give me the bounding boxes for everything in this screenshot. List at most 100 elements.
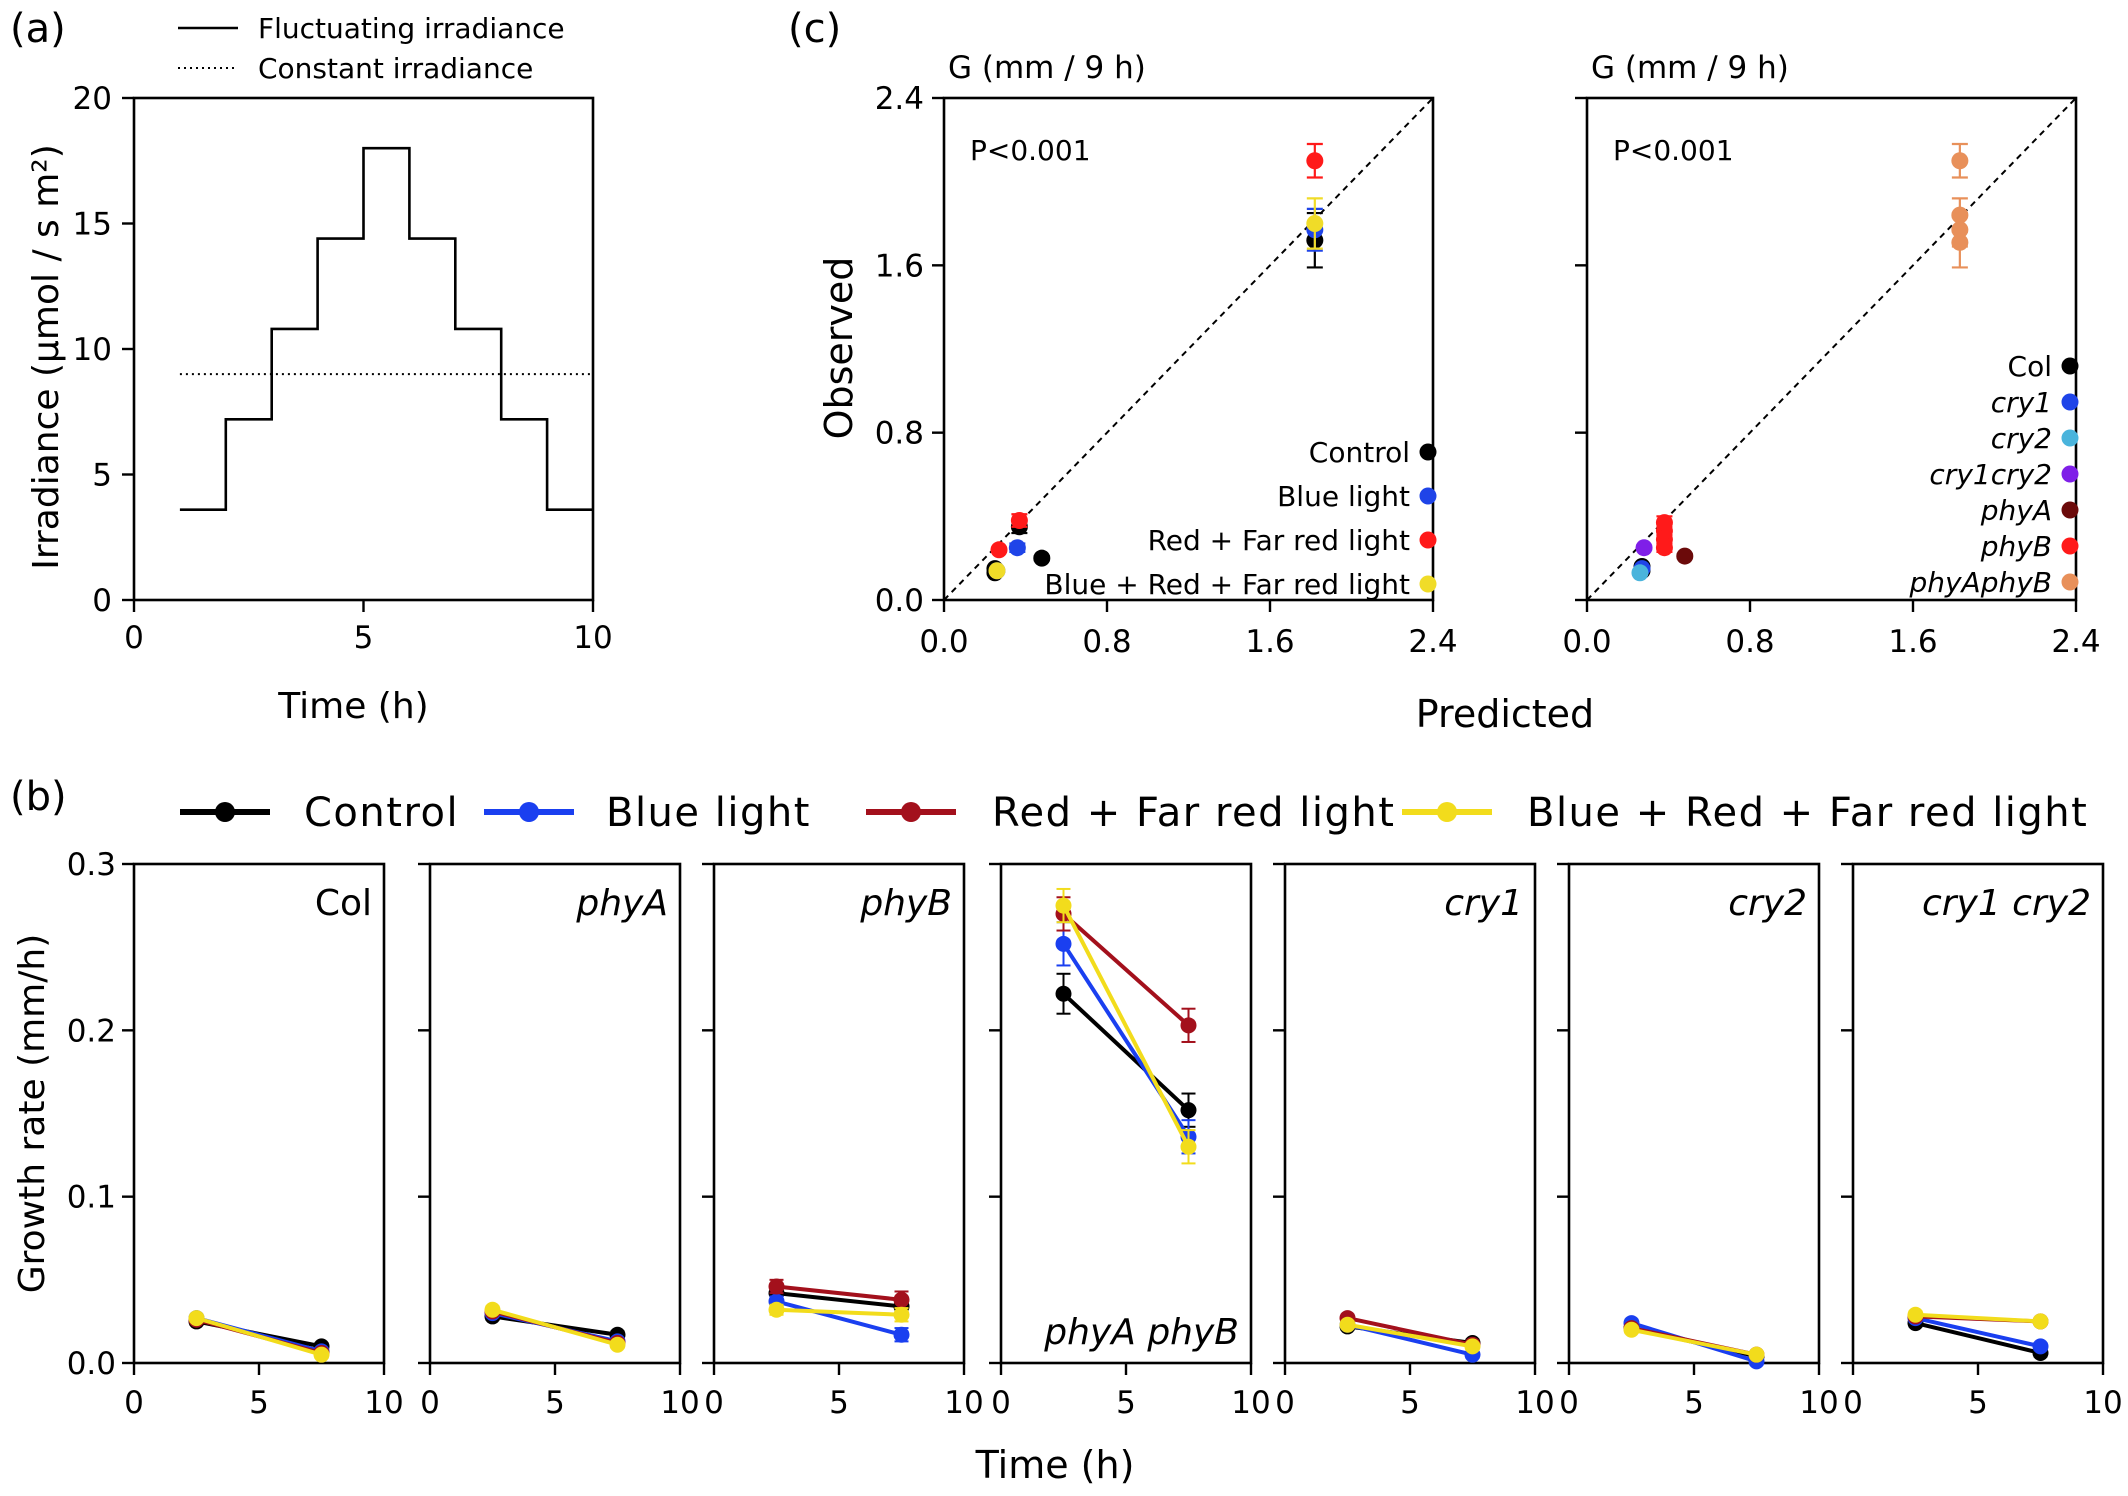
legend-marker — [2061, 465, 2079, 483]
data-point — [768, 1301, 785, 1318]
legend-label: Control — [1309, 436, 1410, 469]
data-point — [1748, 1346, 1765, 1363]
panel-a: 0 5 10 0 5 10 15 20 Time (h) Irradiance (µmol / s… — [26, 12, 613, 727]
subplot-title: phyB — [859, 883, 952, 924]
legend-marker — [2061, 357, 2079, 375]
x-tick-label: 10 — [364, 1385, 403, 1421]
data-point — [1306, 215, 1324, 232]
y-tick-label: 0 — [92, 583, 112, 619]
legend-marker — [1419, 443, 1437, 461]
identity-line — [943, 97, 1434, 601]
legend: Control Blue light Red + Far red light Blue… — [1044, 436, 1437, 601]
data-point — [1055, 935, 1072, 952]
x-tick-label: 10 — [2083, 1385, 2122, 1421]
panel-label-b: (b) — [10, 774, 67, 820]
subplot-title: cry1 — [1444, 883, 1523, 924]
plot-frame — [132, 862, 386, 1365]
x-axis-label: Predicted — [1416, 692, 1594, 736]
series-line — [776, 1284, 902, 1302]
x-tick-label: 0 — [991, 1385, 1011, 1421]
legend-label: Blue light — [606, 790, 811, 836]
data-point — [313, 1346, 330, 1363]
legend-label: Blue light — [1277, 480, 1410, 513]
series-line — [1062, 912, 1190, 1027]
data-point — [1623, 1321, 1640, 1338]
y-tick-label: 0.2 — [67, 1013, 116, 1049]
x-tick-label: 0.8 — [1082, 624, 1131, 660]
series-line — [775, 1299, 903, 1337]
x-tick-label: 10 — [573, 620, 612, 656]
p-value-annotation: P<0.001 — [970, 134, 1091, 167]
y-tick-label: 0.0 — [67, 1346, 116, 1382]
legend-label: cry2 — [1991, 422, 2052, 455]
y-tick-label: 10 — [73, 332, 112, 368]
data-point — [990, 541, 1008, 559]
legend-marker — [901, 802, 921, 822]
plot-frame — [999, 862, 1253, 1365]
x-tick-label: 5 — [1968, 1385, 1988, 1421]
subplot-cry1-cry2: 0 5 10 cry1 cry2 — [1841, 862, 2123, 1421]
legend-label: cry1cry2 — [1929, 458, 2052, 491]
data-point — [1055, 985, 1072, 1002]
x-tick-label: 1.6 — [1245, 624, 1294, 660]
legend-label: Col — [2008, 350, 2052, 383]
data-point — [1180, 1017, 1197, 1034]
x-tick-label: 0.8 — [1725, 624, 1774, 660]
legend-marker — [1419, 531, 1437, 549]
legend-label-constant: Constant irradiance — [258, 52, 533, 85]
x-tick-label: 0 — [124, 620, 144, 656]
legend-marker — [2061, 429, 2079, 447]
x-tick-label: 10 — [944, 1385, 983, 1421]
series-line — [1347, 1316, 1473, 1347]
y-axis-label: Growth rate (mm/h) — [12, 934, 53, 1294]
panel-b: Control Blue light Red + Far red light Blue… — [12, 790, 2123, 1487]
legend-marker — [1419, 487, 1437, 505]
data-point — [1951, 233, 1969, 251]
legend-marker — [2061, 573, 2079, 591]
data-point — [1676, 547, 1694, 565]
series-line-fluctuating — [179, 146, 593, 511]
legend-label: cry1 — [1991, 386, 2052, 419]
data-point — [484, 1301, 501, 1318]
x-axis-label: Time (h) — [277, 686, 428, 727]
data-point — [988, 562, 1006, 580]
series-line — [1061, 904, 1191, 1148]
legend-label: phyA — [1980, 494, 2052, 527]
subplot-Col: 0 5 10 Col — [122, 862, 404, 1421]
legend-label: Blue + Red + Far red light — [1044, 568, 1410, 601]
subplot-title: phyA phyB — [1043, 1312, 1239, 1353]
legend-label-fluctuating: Fluctuating irradiance — [258, 12, 565, 45]
legend-label: Red + Far red light — [1148, 524, 1410, 557]
panel-c-left: 0.0 0.8 1.6 2.4 0.0 0.8 1.6 2.4 G (mm / 9 h) P<0.… — [875, 50, 1458, 660]
data-point — [1951, 152, 1969, 170]
x-tick-label: 10 — [1231, 1385, 1270, 1421]
data-point — [893, 1306, 910, 1323]
data-point — [1635, 539, 1653, 557]
y-tick-label: 1.6 — [875, 248, 924, 284]
data-point — [2032, 1313, 2049, 1330]
x-tick-label: 10 — [1515, 1385, 1554, 1421]
x-tick-label: 2.4 — [1408, 624, 1457, 660]
x-tick-label: 5 — [545, 1385, 565, 1421]
data-point — [1180, 1138, 1197, 1155]
subplot-title: cry2 — [1728, 883, 1807, 924]
legend-label: phyB — [1980, 530, 2052, 563]
legend-label: Control — [304, 790, 459, 836]
y-axis-label: Irradiance (µmol / s m²) — [26, 144, 67, 570]
subplot-title: phyA — [575, 883, 668, 924]
y-tick-label: 0.8 — [875, 416, 924, 452]
series-line — [776, 1307, 902, 1317]
x-tick-label: 0 — [1559, 1385, 1579, 1421]
plot-frame — [1585, 96, 2078, 602]
x-tick-label: 0.0 — [1562, 624, 1611, 660]
x-axis-label: Time (h) — [975, 1443, 1135, 1487]
data-point — [1631, 564, 1649, 582]
plot-frame — [942, 96, 1435, 602]
data-point — [1008, 539, 1026, 557]
data-point — [1180, 1102, 1197, 1119]
x-tick-label: 2.4 — [2051, 624, 2100, 660]
data-point — [1033, 549, 1051, 567]
panel-label-c: (c) — [788, 6, 841, 52]
chart-title: G (mm / 9 h) — [948, 50, 1146, 86]
